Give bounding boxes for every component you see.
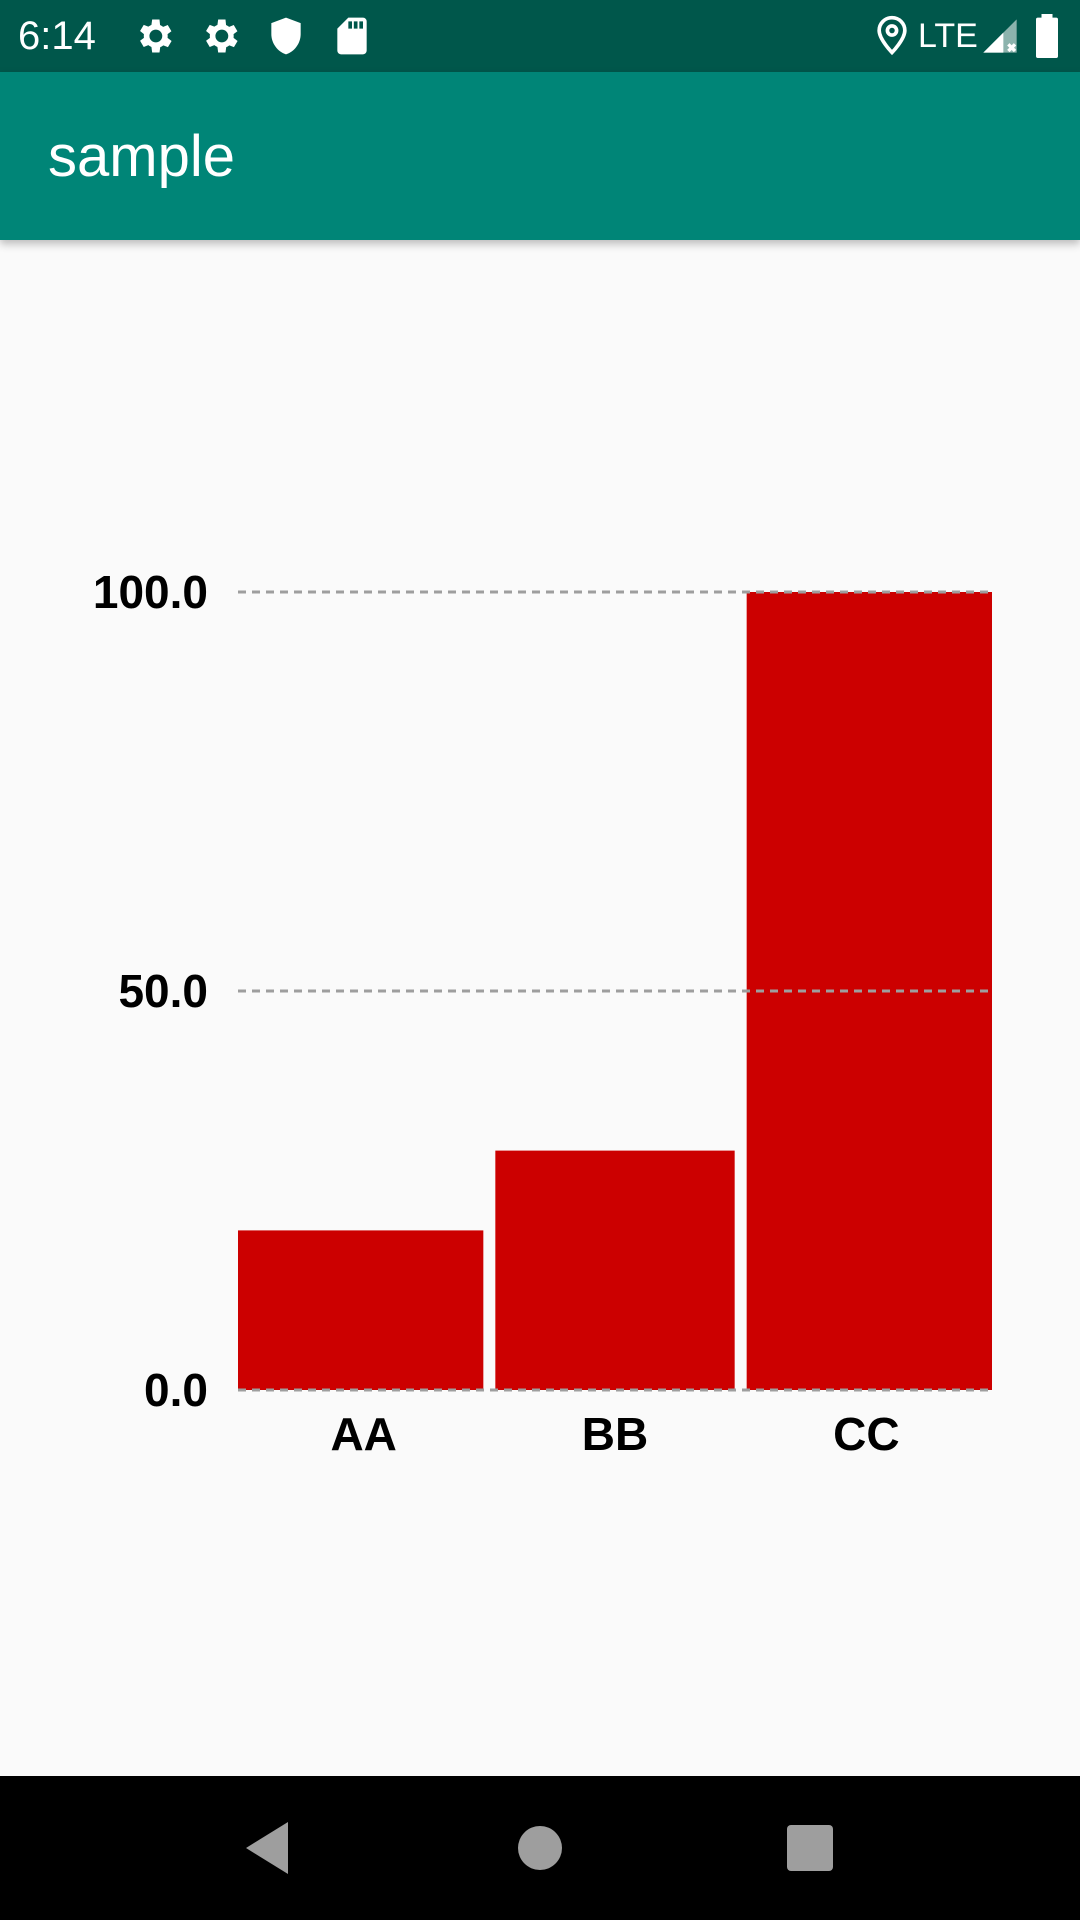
y-tick-label: 50.0 [118, 965, 208, 1017]
sd-card-icon [330, 14, 374, 58]
app-bar: sample [0, 72, 1080, 240]
network-type: LTE [918, 17, 978, 55]
back-icon[interactable] [232, 1812, 304, 1884]
location-icon [870, 14, 914, 58]
x-tick-label: BB [582, 1408, 648, 1460]
x-tick-label: CC [833, 1408, 899, 1460]
nav-bar [0, 1776, 1080, 1920]
chart-bar-aa [238, 1230, 484, 1390]
settings-icon [132, 14, 176, 58]
home-icon[interactable] [504, 1812, 576, 1884]
x-tick-label: AA [330, 1408, 396, 1460]
content-area: 0.0 50.0 100.0 AA BB CC [0, 240, 1080, 1776]
status-time: 6:14 [18, 14, 96, 58]
recents-icon[interactable] [774, 1812, 846, 1884]
settings-icon [198, 14, 242, 58]
status-bar: 6:14 LTE [0, 0, 1080, 72]
app-title: sample [48, 124, 235, 189]
y-tick-label: 0.0 [144, 1364, 208, 1416]
y-tick-label: 100.0 [93, 566, 208, 618]
shield-icon [264, 14, 308, 58]
chart-bar-bb [495, 1150, 735, 1390]
bar-chart: 0.0 50.0 100.0 AA BB CC [93, 566, 992, 1460]
battery-icon [1034, 14, 1078, 59]
signal-icon [980, 14, 1024, 58]
